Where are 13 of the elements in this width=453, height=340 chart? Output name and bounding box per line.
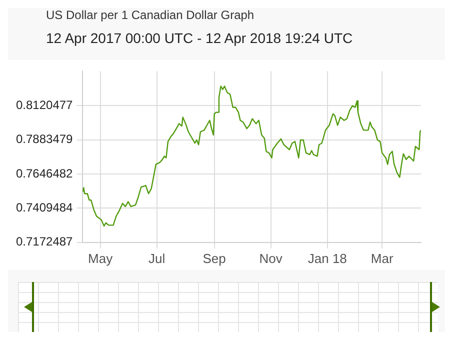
y-tick-label: 0.7409484	[16, 200, 74, 215]
x-tick-label: May	[88, 250, 114, 266]
chart-title: US Dollar per 1 Canadian Dollar Graph	[45, 8, 256, 24]
y-tick-label: 0.8120477	[16, 98, 74, 112]
chart-subtitle: 12 Apr 2017 00:00 UTC - 12 Apr 2018 19:24 UTC	[45, 30, 354, 48]
y-tick-label: 0.7172487	[16, 234, 74, 249]
y-tick-label: 0.7646482	[16, 166, 74, 180]
x-tick-label: Jan 18	[308, 250, 347, 266]
x-tick-label: Jul	[148, 250, 166, 266]
x-tick-label: Mar	[370, 250, 394, 266]
x-tick-label: Sep	[202, 250, 226, 266]
x-tick-label: Nov	[259, 250, 283, 266]
y-tick-label: 0.7883479	[16, 132, 74, 146]
